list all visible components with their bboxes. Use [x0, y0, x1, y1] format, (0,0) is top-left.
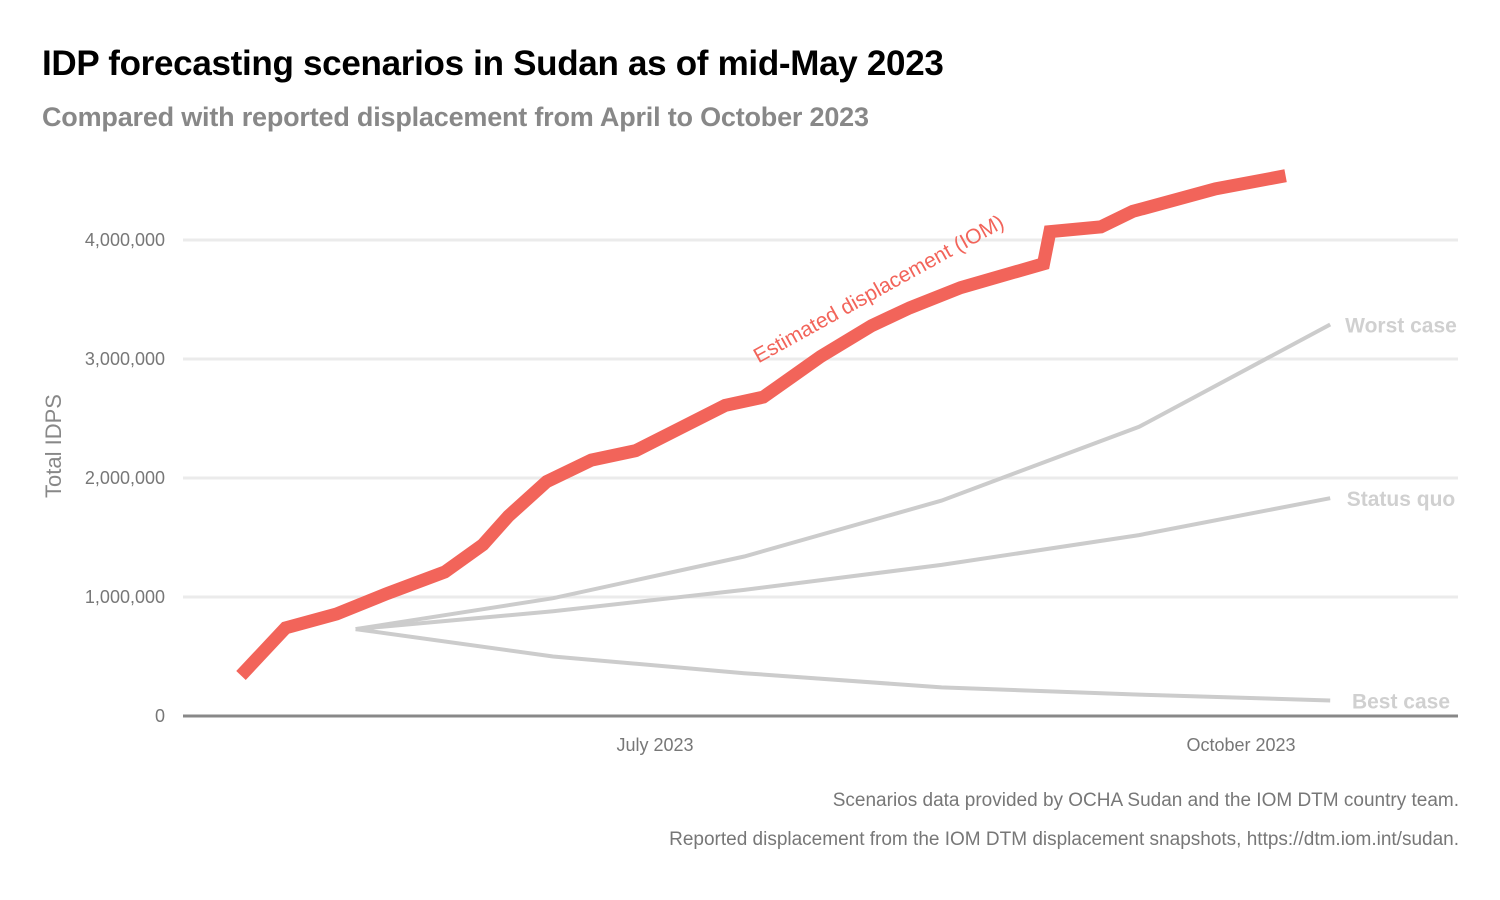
series-label-best-case: Best case	[1352, 691, 1450, 714]
caption-reported-source: Reported displacement from the IOM DTM d…	[669, 829, 1459, 850]
y-axis-label: Total IDPS	[41, 394, 66, 498]
chart-subtitle: Compared with reported displacement from…	[42, 102, 869, 132]
series-label-status-quo: Status quo	[1347, 488, 1456, 511]
y-tick-label: 4,000,000	[85, 230, 165, 250]
y-tick-label: 2,000,000	[85, 468, 165, 488]
chart-title: IDP forecasting scenarios in Sudan as of…	[42, 44, 944, 83]
y-tick-label: 0	[155, 706, 165, 726]
y-tick-label: 3,000,000	[85, 349, 165, 369]
x-tick-label: October 2023	[1186, 735, 1295, 755]
series-line-best-case	[355, 627, 1331, 703]
y-tick-label: 1,000,000	[85, 587, 165, 607]
series-line-worst-case	[355, 322, 1332, 632]
caption-scenarios-source: Scenarios data provided by OCHA Sudan an…	[832, 790, 1459, 811]
series-line-status-quo	[355, 496, 1331, 632]
series-label-worst-case: Worst case	[1345, 314, 1457, 337]
series-line-estimated-displacement-iom	[236, 169, 1287, 680]
x-tick-label: July 2023	[616, 735, 693, 755]
